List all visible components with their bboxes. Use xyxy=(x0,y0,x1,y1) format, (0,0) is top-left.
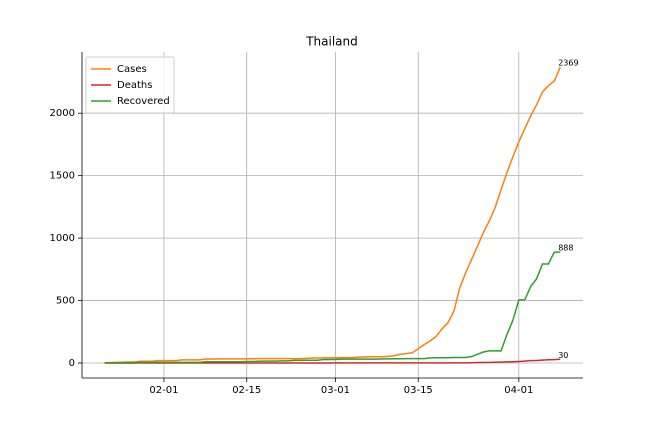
legend-box xyxy=(85,56,175,114)
y-tick-label: 1000 xyxy=(50,233,75,244)
legend-label: Deaths xyxy=(117,80,152,91)
x-tick-label: 02-15 xyxy=(232,385,261,396)
series-line xyxy=(104,251,561,364)
x-tick-label: 03-01 xyxy=(321,385,350,396)
y-tick-label: 1500 xyxy=(50,171,75,182)
x-tick-label: 03-15 xyxy=(404,385,433,396)
end-label: 2369 xyxy=(558,59,578,68)
chart-title: Thailand xyxy=(305,35,358,49)
x-tick-label: 04-01 xyxy=(504,385,533,396)
end-label: 30 xyxy=(558,351,568,360)
y-tick-label: 500 xyxy=(56,296,75,307)
y-tick-label: 2000 xyxy=(50,108,75,119)
x-tick-label: 02-01 xyxy=(149,385,178,396)
legend-label: Cases xyxy=(117,64,147,75)
legend-label: Recovered xyxy=(117,96,170,107)
end-label: 888 xyxy=(558,244,573,253)
series-line xyxy=(104,66,561,364)
y-tick-label: 0 xyxy=(69,358,75,369)
